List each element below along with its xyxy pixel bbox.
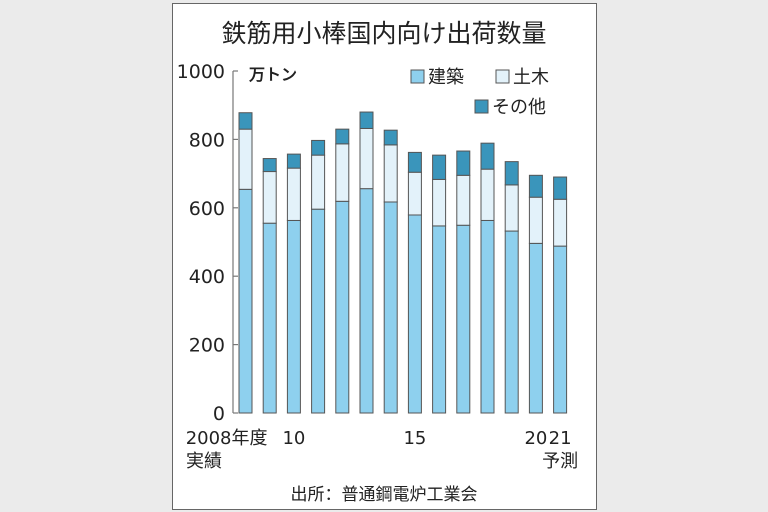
- legend-swatch: [474, 99, 489, 114]
- y-tick-label: 200: [189, 335, 225, 357]
- y-tick-label: 1000: [177, 61, 225, 83]
- bar-2021-その他: [553, 176, 568, 200]
- bar-2014-その他: [383, 129, 398, 146]
- bar-2008-土木: [238, 128, 253, 190]
- bar-2012-土木: [335, 143, 350, 202]
- x-tick-sublabel: 実績: [186, 451, 222, 472]
- bar-2017-土木: [456, 174, 471, 226]
- bar-2009-その他: [262, 158, 277, 173]
- bar-2013-その他: [359, 111, 374, 129]
- legend-swatch: [495, 69, 510, 84]
- x-tick-label: 10: [282, 428, 305, 449]
- y-tick-label: 0: [213, 403, 225, 425]
- bar-2017-建築: [456, 224, 471, 414]
- bar-2019-建築: [504, 230, 519, 414]
- y-tick-label: 400: [189, 266, 225, 288]
- bar-2010-建築: [286, 219, 301, 414]
- bar-2018-その他: [480, 142, 495, 170]
- x-tick-label: 21: [549, 428, 572, 449]
- bar-2013-建築: [359, 188, 374, 414]
- x-tick-label: 20: [524, 428, 547, 449]
- bar-2015-土木: [407, 171, 422, 216]
- x-tick-sublabel: 予測: [542, 451, 578, 472]
- bar-2018-建築: [480, 219, 495, 414]
- y-tick-label: 800: [189, 129, 225, 151]
- bar-2017-その他: [456, 150, 471, 176]
- bar-2015-建築: [407, 214, 422, 414]
- bar-2010-土木: [286, 167, 301, 221]
- bar-2011-建築: [311, 208, 326, 414]
- bar-2009-土木: [262, 171, 277, 224]
- bar-2020-建築: [528, 242, 543, 414]
- source-note: 出所：普通鋼電炉工業会: [291, 485, 478, 505]
- bar-2016-土木: [432, 178, 447, 227]
- bar-2021-土木: [553, 198, 568, 247]
- legend-label: 建築: [428, 67, 464, 88]
- bar-2020-土木: [528, 196, 543, 244]
- unit-label: 万トン: [248, 65, 297, 84]
- legend-label: 土木: [513, 67, 549, 88]
- bar-2011-土木: [311, 154, 326, 210]
- bar-2008-その他: [238, 112, 253, 130]
- bar-2020-その他: [528, 174, 543, 198]
- legend-swatch: [410, 69, 425, 84]
- bar-2010-その他: [286, 153, 301, 169]
- bar-2009-建築: [262, 222, 277, 414]
- bar-2018-土木: [480, 168, 495, 221]
- bar-2011-その他: [311, 139, 326, 156]
- bar-2014-建築: [383, 201, 398, 414]
- bar-2012-その他: [335, 128, 350, 145]
- bar-2021-建築: [553, 245, 568, 414]
- bar-2019-その他: [504, 161, 519, 186]
- x-tick-label: 15: [403, 428, 426, 449]
- bar-2015-その他: [407, 151, 422, 173]
- legend-label: その他: [492, 97, 546, 118]
- bar-2013-土木: [359, 127, 374, 190]
- bar-2008-建築: [238, 188, 253, 414]
- bar-2019-土木: [504, 184, 519, 232]
- bar-2012-建築: [335, 200, 350, 414]
- y-tick-label: 600: [189, 198, 225, 220]
- bar-2016-その他: [432, 154, 447, 180]
- bar-2016-建築: [432, 225, 447, 414]
- x-tick-label: 2008年度: [186, 428, 268, 449]
- bar-2014-土木: [383, 144, 398, 203]
- chart-title: 鉄筋用小棒国内向け出荷数量: [221, 19, 546, 48]
